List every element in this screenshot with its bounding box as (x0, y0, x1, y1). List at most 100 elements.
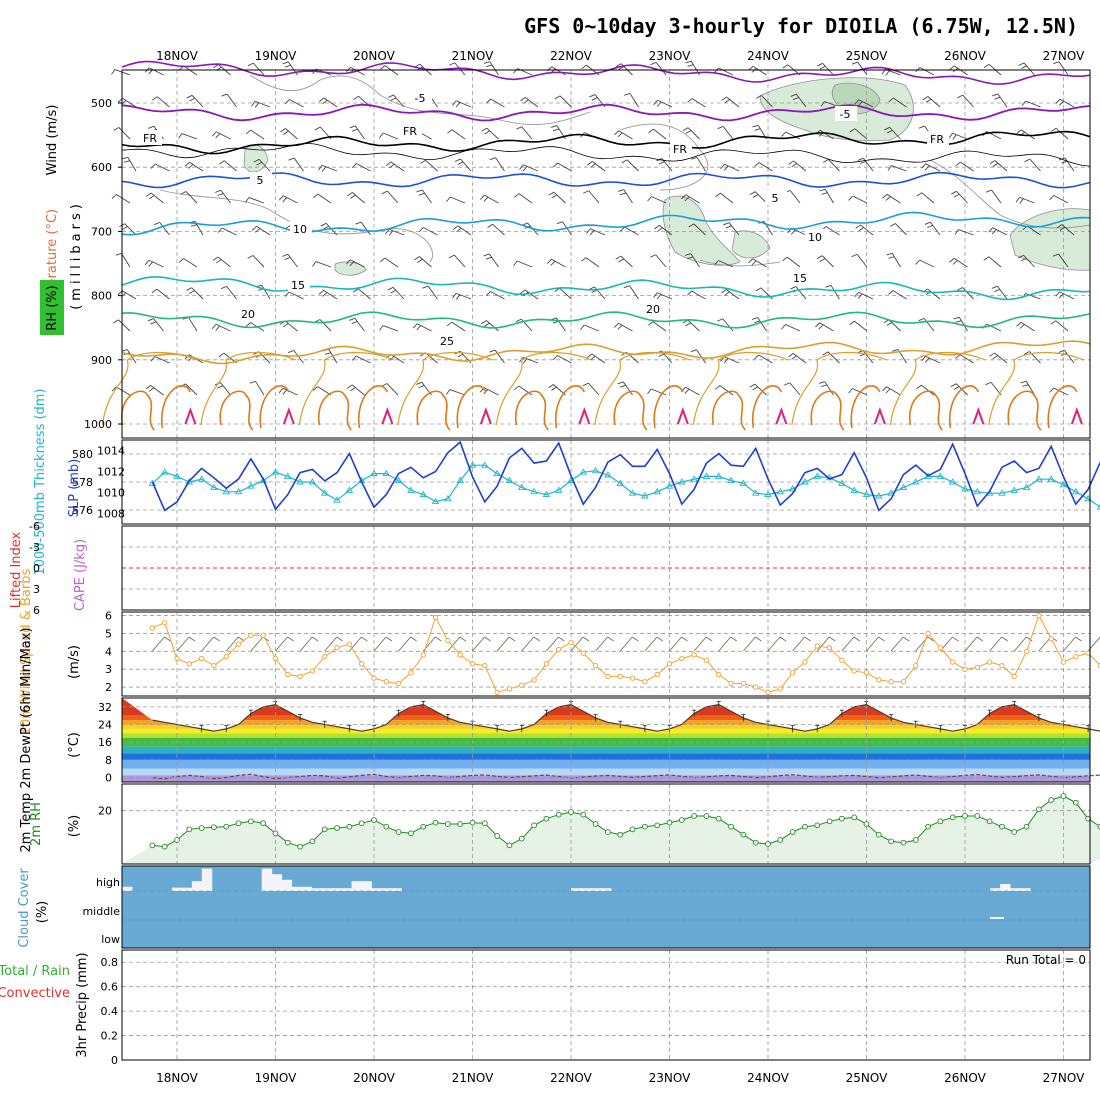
pressure-axis: 500 600 700 800 900 1000 (84, 97, 122, 431)
slp-tick-label: 1008 (97, 508, 125, 521)
wind-barb-flag (486, 98, 491, 104)
rh2m-point (494, 833, 500, 839)
wind-barb-flag (546, 258, 552, 264)
wind-barb (357, 288, 371, 300)
wind10m-barb (644, 636, 658, 652)
wind-barb-flag (687, 256, 694, 260)
wind10m-point (814, 643, 820, 649)
wind-barb-flag (353, 288, 359, 293)
wind-barb-flag (922, 96, 929, 101)
wind10m-barb (225, 636, 239, 652)
wind-barb (524, 289, 539, 300)
wind-barb-flag (725, 225, 732, 229)
cloud-high-bar (261, 868, 273, 891)
wind10m-barb-flag (681, 636, 688, 642)
wind-barb-flag (687, 290, 692, 296)
wind-barb-flag (751, 260, 757, 266)
wind10m-point (999, 662, 1005, 669)
wind-barb-flag (150, 163, 156, 169)
wind-barb (959, 354, 974, 364)
date-label-bottom: 27NOV (1043, 1071, 1085, 1085)
wind-barb (153, 318, 164, 332)
wind-barb-flag (921, 355, 926, 362)
thickness-point (1059, 480, 1068, 488)
cloud-high-bar (341, 888, 352, 891)
isotherm-25-loop (594, 351, 691, 426)
wind10m-point (716, 671, 722, 678)
wind-barb (923, 318, 935, 332)
rh2m-point (925, 823, 931, 830)
wind-barb (860, 224, 874, 236)
wind-barb-flag (418, 227, 424, 233)
wind10m-barb (275, 636, 288, 652)
wind10m-barb-flag (311, 636, 319, 642)
wind-barb-flag (858, 227, 864, 232)
isotherm (121, 275, 1091, 301)
wind-barb-flag (991, 285, 998, 289)
wind-barb-flag (918, 317, 925, 322)
wind-barb-flag (818, 381, 825, 384)
cloud-high-bar (591, 888, 602, 891)
wind10m-point (950, 659, 956, 665)
wind-barb-flag (815, 322, 821, 328)
date-label-top: 27NOV (1043, 49, 1085, 63)
wind10m-barb-flag (779, 636, 787, 642)
wind-barb-flag (446, 196, 451, 203)
wind10m-point (962, 666, 968, 672)
thickness-point (690, 475, 698, 482)
rh2m-point (814, 822, 821, 829)
pressure-label: 600 (91, 161, 112, 174)
wind-barb (118, 319, 131, 332)
wind-barb (319, 319, 332, 332)
wind-barb-flag (523, 99, 529, 104)
wind-barb-flag (449, 62, 455, 66)
wind10m-barb-flag (705, 636, 713, 642)
wind-barb (618, 130, 633, 140)
isotherm-label-bg (437, 333, 459, 348)
rh2m-label: 2m RH (29, 802, 44, 846)
wind10m-point (469, 661, 476, 667)
wind-barb-flag (656, 101, 662, 107)
wind-barb-flag (148, 125, 155, 129)
wind-barb (588, 190, 600, 204)
isotherm-label: 10 (293, 223, 307, 236)
rh2m-point (605, 829, 611, 835)
wind-barb (360, 221, 371, 236)
wind-barb (889, 126, 901, 140)
lifted-index-tick: 3 (33, 583, 40, 596)
rh2m-area (122, 796, 1100, 864)
wind10m-barb-flag (435, 636, 442, 642)
wind-barb (819, 129, 834, 140)
isotherm-label: FR (930, 133, 944, 146)
wind-barb-flag (685, 60, 692, 64)
wind-barb-flag (483, 196, 489, 202)
wind-barb (761, 95, 773, 108)
cloud-high-bar (122, 886, 133, 891)
wind-barb-flag (113, 319, 119, 324)
isotherm-labels: -5 -5 FR FR FR FR 5 5 10 10 15 15 20 20 25 (140, 90, 949, 348)
wind-barb-flag (215, 189, 222, 193)
wind-barb (250, 129, 265, 140)
wind-barb (1023, 254, 1035, 268)
isotherm-25-loop (298, 351, 395, 426)
rh-label-swatch (40, 280, 64, 335)
wind-barb-flag (345, 66, 351, 72)
rh2m-point (728, 823, 734, 830)
wind-barb-flag (284, 64, 291, 68)
wind-barb (191, 287, 204, 300)
wind-barb-flag (688, 223, 695, 228)
wind-barb (787, 256, 801, 268)
wind-barb-flag (953, 386, 960, 390)
wind-tick-label: 5 (105, 627, 112, 640)
rh2m-point (432, 819, 439, 826)
wind-barb (551, 258, 566, 268)
wind-barb (115, 386, 131, 396)
wind-barb (150, 385, 164, 396)
wind-barb (220, 382, 231, 396)
wind-barb (958, 317, 968, 332)
wind-barb (521, 126, 533, 140)
wind-barb (927, 288, 941, 300)
wind-barb-flag (952, 134, 957, 140)
wind-barb-flag (351, 320, 358, 325)
isotherm (121, 60, 1091, 85)
